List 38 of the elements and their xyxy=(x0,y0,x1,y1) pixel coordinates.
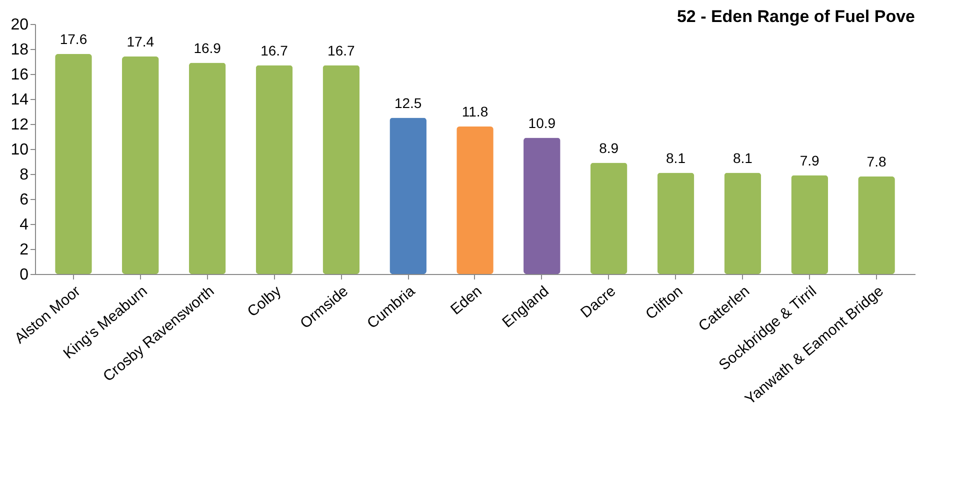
bar xyxy=(858,176,895,274)
bar xyxy=(55,54,92,274)
bar xyxy=(724,172,762,274)
y-tick-label: 12 xyxy=(10,116,29,134)
data-label: 8.1 xyxy=(666,150,686,166)
y-tick-label: 10 xyxy=(10,142,29,158)
data-label: 8.9 xyxy=(599,140,619,156)
bar xyxy=(188,62,226,274)
data-label: 7.9 xyxy=(800,152,820,168)
data-label: 8.1 xyxy=(732,150,753,166)
data-label: 17.4 xyxy=(126,34,154,50)
y-tick-label: 18 xyxy=(10,42,29,58)
bar xyxy=(590,162,628,274)
bar xyxy=(322,65,360,274)
y-tick-label: 6 xyxy=(20,192,29,208)
data-label: 11.8 xyxy=(462,104,488,120)
bar xyxy=(256,65,293,274)
y-tick-label: 8 xyxy=(20,166,29,184)
bar xyxy=(390,118,426,274)
data-label: 12.5 xyxy=(394,94,422,111)
data-label: 10.9 xyxy=(528,114,556,131)
data-label: 16.7 xyxy=(328,42,355,58)
y-tick-label: 2 xyxy=(20,242,29,258)
y-tick-label: 4 xyxy=(20,216,29,234)
data-label: 16.9 xyxy=(194,40,222,56)
chart-title: 52 - Eden Range of Fuel Pove xyxy=(676,7,915,26)
y-tick-label: 20 xyxy=(10,16,29,34)
bar xyxy=(791,175,828,274)
data-label: 17.6 xyxy=(60,31,88,47)
y-tick-label: 16 xyxy=(10,66,29,84)
bar xyxy=(524,138,560,274)
y-tick-label: 0 xyxy=(20,266,29,284)
bar xyxy=(456,126,494,274)
bar xyxy=(657,172,694,274)
bar xyxy=(122,56,159,274)
data-label: 16.7 xyxy=(260,42,288,58)
y-tick-label: 14 xyxy=(10,92,29,108)
data-label: 7.8 xyxy=(866,154,886,170)
